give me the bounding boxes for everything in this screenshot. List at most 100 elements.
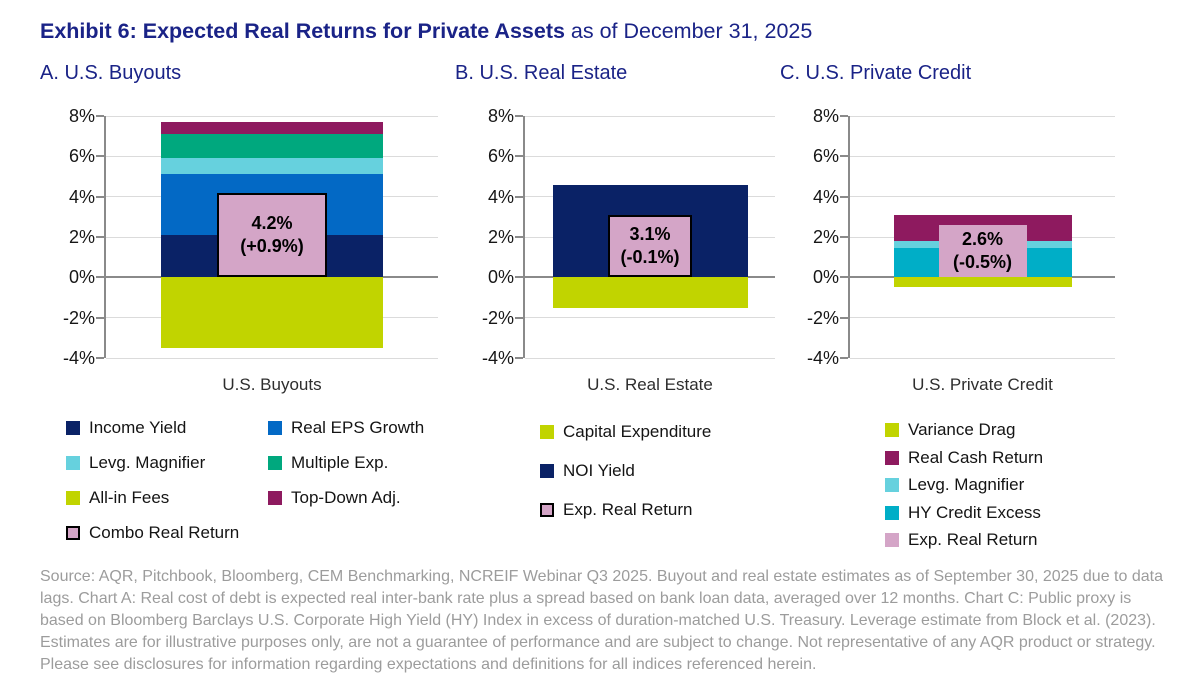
expected-return-overlay: 3.1% (-0.1%): [608, 214, 692, 278]
expected-return-overlay: 4.2% (+0.9%): [217, 192, 327, 278]
axis-tick-mark: [515, 195, 523, 198]
gridline: [525, 115, 775, 117]
legend-swatch: [885, 533, 899, 547]
legend-label: Real EPS Growth: [291, 418, 425, 437]
legend-swatch: [540, 464, 554, 478]
y-axis-label: 0%: [812, 267, 839, 288]
legend-swatch: [268, 456, 282, 470]
legend-item: Real EPS Growth: [268, 416, 424, 440]
bar-segment-levg-magnifier: [161, 158, 383, 175]
legend-label: Levg. Magnifier: [89, 453, 206, 472]
legend-swatch: [540, 425, 554, 439]
y-axis-label: 6%: [812, 146, 839, 167]
axis-tick-mark: [840, 195, 848, 198]
category-label: U.S. Buyouts: [222, 375, 322, 394]
legend-swatch: [885, 478, 899, 492]
legend-label: Multiple Exp.: [291, 453, 389, 472]
overlay-change-label: (+0.9%): [240, 235, 304, 256]
legend-swatch: [66, 491, 80, 505]
bar-segment-variance-drag: [893, 277, 1072, 288]
y-axis-line: [104, 116, 106, 358]
legend-swatch: [885, 505, 899, 520]
gridline: [850, 196, 1115, 198]
y-axis-label: 4%: [68, 186, 95, 207]
gridline: [850, 115, 1115, 117]
legend-item: Income Yield: [66, 416, 186, 440]
axis-tick-mark: [96, 195, 104, 198]
y-axis-label: 6%: [487, 146, 514, 167]
source-note: Source: AQR, Pitchbook, Bloomberg, CEM B…: [40, 568, 1163, 673]
legend-label: All-in Fees: [89, 488, 170, 507]
axis-tick-mark: [515, 155, 523, 158]
legend-swatch: [268, 421, 282, 435]
legend-swatch: [66, 526, 80, 540]
axis-tick-mark: [840, 357, 848, 359]
axis-tick-mark: [96, 115, 104, 117]
y-axis-line: [848, 116, 850, 358]
y-axis-label: 2%: [487, 227, 514, 247]
legend-swatch: [66, 456, 80, 470]
overlay-value-label: 2.6%: [961, 229, 1004, 250]
y-axis-label: 2%: [68, 227, 95, 247]
exhibit-title: Exhibit 6: Expected Real Returns for Pri…: [40, 18, 812, 45]
axis-tick-mark: [840, 236, 848, 238]
category-label: U.S. Real Estate: [587, 375, 713, 394]
bar-segment-multiple-exp: [161, 134, 383, 159]
y-axis-label: -2%: [806, 307, 839, 328]
panel-title: C. U.S. Private Credit: [780, 62, 972, 84]
axis-tick-mark: [515, 276, 523, 279]
overlay-change-label: (-0.5%): [952, 252, 1012, 273]
legend-label: Exp. Real Return: [908, 530, 1038, 549]
y-axis-label: -4%: [62, 348, 95, 368]
legend-item: Levg. Magnifier: [66, 451, 205, 475]
legend-item: Combo Real Return: [66, 521, 239, 545]
y-axis-label: 8%: [487, 106, 514, 126]
axis-tick-mark: [840, 276, 848, 279]
legend-item: Exp. Real Return: [540, 498, 692, 522]
legend-swatch: [540, 503, 554, 517]
axis-tick-mark: [515, 115, 523, 117]
gridline: [850, 317, 1115, 319]
legend-item: Exp. Real Return: [885, 528, 1037, 552]
axis-tick-mark: [840, 115, 848, 117]
y-axis-label: -4%: [481, 348, 514, 368]
y-axis-line: [523, 116, 525, 358]
legend-swatch: [885, 423, 899, 437]
legend-item: NOI Yield: [540, 459, 635, 483]
gridline: [106, 357, 438, 359]
category-label: U.S. Private Credit: [912, 375, 1053, 394]
axis-tick-mark: [96, 155, 104, 158]
bar-segment-top-down-adj: [161, 122, 383, 135]
legend-swatch: [885, 450, 899, 465]
legend-swatch: [268, 491, 282, 505]
overlay-value-label: 3.1%: [629, 224, 671, 245]
legend-item: Top-Down Adj.: [268, 486, 401, 510]
gridline: [525, 317, 775, 319]
legend-label: Exp. Real Return: [563, 500, 693, 519]
legend-item: All-in Fees: [66, 486, 169, 510]
axis-tick-mark: [96, 316, 104, 319]
overlay-value-label: 4.2%: [251, 212, 293, 233]
axis-tick-mark: [515, 236, 523, 238]
panel-title: A. U.S. Buyouts: [40, 62, 182, 84]
y-axis-label: -2%: [62, 307, 95, 328]
axis-tick-mark: [840, 155, 848, 158]
legend-label: Variance Drag: [908, 420, 1016, 439]
overlay-change-label: (-0.1%): [620, 247, 680, 268]
panel-title: B. U.S. Real Estate: [455, 62, 628, 84]
legend-label: Real Cash Return: [908, 447, 1044, 467]
legend-label: NOI Yield: [563, 461, 635, 480]
legend-label: Income Yield: [89, 418, 187, 437]
legend-swatch: [66, 421, 80, 435]
axis-tick-mark: [96, 357, 104, 359]
expected-return-overlay: 2.6% (-0.5%): [938, 224, 1027, 278]
y-axis-label: 8%: [812, 106, 839, 126]
legend-label: HY Credit Excess: [908, 502, 1041, 522]
gridline: [850, 357, 1115, 359]
y-axis-label: 4%: [812, 186, 839, 207]
exhibit-title-main: Exhibit 6: Expected Real Returns for Pri…: [40, 19, 565, 43]
gridline: [525, 357, 775, 359]
legend-item: Capital Expenditure: [540, 420, 711, 444]
legend-label: Levg. Magnifier: [908, 475, 1025, 494]
